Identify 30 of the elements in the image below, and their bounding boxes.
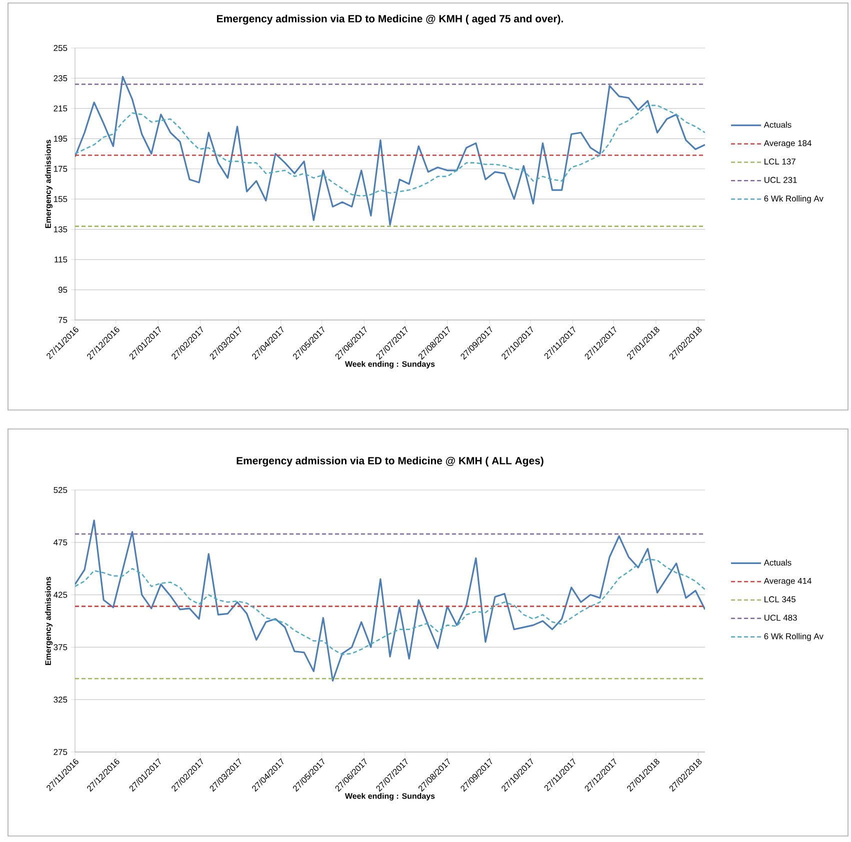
y-tick-label: 215 xyxy=(54,105,68,112)
y-tick-label: 75 xyxy=(58,317,68,323)
y-tick-label: 475 xyxy=(54,539,68,546)
legend-label: LCL 345 xyxy=(764,596,796,602)
legend-label: Actuals xyxy=(764,559,792,566)
legend-label: 6 Wk Rolling Av xyxy=(764,195,824,204)
y-tick-label: 155 xyxy=(54,196,68,202)
y-tick-label: 115 xyxy=(54,256,68,262)
y-tick-label: 255 xyxy=(54,45,68,51)
y-tick-label: 235 xyxy=(54,75,68,82)
chart-title: Emergency admission via ED to Medicine @ KMH ( aged 75 and over). xyxy=(217,14,563,24)
line-series xyxy=(75,76,706,226)
legend-label: UCL 483 xyxy=(764,614,797,621)
line-series xyxy=(75,104,706,197)
legend-label: 6 Wk Rolling Av xyxy=(764,633,824,641)
legend-label: Average 414 xyxy=(764,578,812,586)
y-tick-label: 275 xyxy=(54,749,68,755)
legend-label: LCL 137 xyxy=(764,158,796,165)
y-tick-label: 425 xyxy=(54,592,68,598)
y-tick-label: 375 xyxy=(54,644,68,650)
y-tick-label: 175 xyxy=(54,166,68,172)
y-tick-label: 325 xyxy=(54,696,68,703)
y-tick-label: 135 xyxy=(54,226,68,232)
legend-label: UCL 231 xyxy=(764,176,797,183)
legend-label: Average 184 xyxy=(764,140,812,148)
y-tick-label: 525 xyxy=(54,487,68,493)
y-tick-label: 195 xyxy=(54,136,68,142)
y-tick-label: 95 xyxy=(58,286,68,293)
legend-label: Actuals xyxy=(764,122,792,128)
chart-title: Emergency admission via ED to Medicine @ KMH ( ALL Ages) xyxy=(236,456,544,466)
